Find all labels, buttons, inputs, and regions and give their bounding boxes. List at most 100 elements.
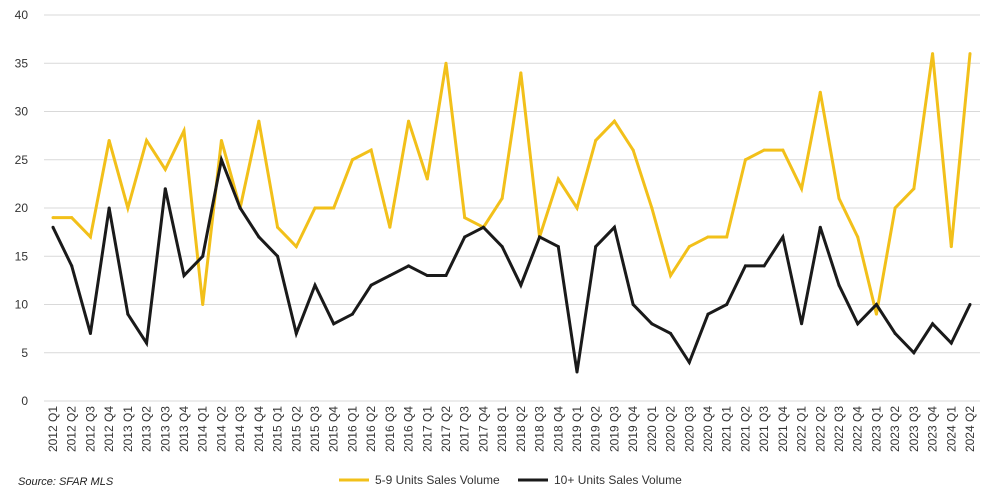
x-tick-label: 2017 Q1: [420, 406, 434, 452]
series-lines: [51, 52, 972, 374]
data-point: [519, 71, 523, 75]
data-point: [781, 148, 785, 152]
y-tick-label: 10: [15, 298, 29, 312]
data-point: [538, 235, 542, 239]
data-point: [369, 148, 373, 152]
data-point: [968, 303, 972, 306]
data-point: [781, 235, 785, 239]
data-point: [931, 322, 935, 326]
data-point: [407, 264, 411, 268]
x-tick-label: 2023 Q4: [926, 406, 940, 452]
data-point: [444, 61, 448, 65]
y-axis-tick-labels: 0 5 10 15 20 25 30 35 40: [15, 8, 29, 408]
data-point: [631, 303, 635, 306]
data-point: [612, 119, 616, 123]
x-tick-label: 2020 Q3: [682, 406, 696, 452]
data-point: [818, 90, 822, 94]
data-point: [88, 235, 92, 239]
data-point: [182, 274, 186, 278]
x-tick-label: 2021 Q1: [720, 406, 734, 452]
data-point: [594, 245, 598, 249]
data-point: [650, 206, 654, 210]
x-tick-label: 2022 Q4: [851, 406, 865, 452]
x-tick-label: 2021 Q4: [776, 406, 790, 452]
data-point: [219, 158, 223, 162]
legend-label: 5-9 Units Sales Volume: [375, 473, 500, 487]
x-tick-label: 2018 Q3: [533, 406, 547, 452]
y-tick-label: 0: [21, 394, 28, 408]
data-point: [725, 303, 729, 306]
data-point: [163, 167, 167, 171]
x-tick-label: 2015 Q4: [327, 406, 341, 452]
data-point: [219, 138, 223, 142]
data-point: [575, 206, 579, 210]
data-point: [687, 245, 691, 249]
data-point: [407, 119, 411, 123]
data-point: [294, 245, 298, 249]
gridlines: [44, 14, 980, 402]
x-tick-label: 2013 Q1: [121, 406, 135, 452]
y-tick-label: 15: [15, 249, 29, 263]
data-point: [201, 254, 205, 258]
data-point: [145, 138, 149, 142]
x-tick-label: 2022 Q1: [795, 406, 809, 452]
x-tick-label: 2017 Q4: [476, 406, 490, 452]
data-point: [425, 177, 429, 181]
x-tick-label: 2019 Q3: [607, 406, 621, 452]
y-tick-label: 20: [15, 201, 29, 215]
data-point: [126, 312, 130, 316]
x-tick-label: 2019 Q1: [570, 406, 584, 452]
data-point: [107, 138, 111, 142]
data-point: [88, 331, 92, 335]
x-tick-label: 2023 Q3: [907, 406, 921, 452]
data-point: [800, 187, 804, 191]
data-point: [706, 312, 710, 316]
data-point: [968, 52, 972, 56]
source-note: Source: SFAR MLS: [18, 476, 114, 488]
data-point: [931, 52, 935, 56]
data-point: [687, 360, 691, 364]
data-point: [743, 264, 747, 268]
data-point: [612, 225, 616, 229]
x-tick-label: 2016 Q1: [345, 406, 359, 452]
x-tick-label: 2013 Q2: [140, 406, 154, 452]
legend: 5-9 Units Sales Volume 10+ Units Sales Vo…: [339, 473, 682, 487]
x-tick-label: 2015 Q1: [271, 406, 285, 452]
x-tick-label: 2012 Q2: [65, 406, 79, 452]
x-tick-label: 2018 Q4: [551, 406, 565, 452]
y-tick-label: 30: [15, 105, 29, 119]
data-point: [893, 206, 897, 210]
data-point: [332, 206, 336, 210]
data-point: [650, 322, 654, 326]
x-tick-label: 2023 Q1: [869, 406, 883, 452]
x-tick-label: 2020 Q4: [701, 406, 715, 452]
data-point: [837, 196, 841, 200]
x-tick-label: 2021 Q3: [757, 406, 771, 452]
x-tick-label: 2018 Q2: [514, 406, 528, 452]
y-tick-label: 5: [21, 346, 28, 360]
data-point: [481, 225, 485, 229]
data-point: [463, 216, 467, 220]
data-point: [856, 322, 860, 326]
data-point: [500, 245, 504, 249]
x-tick-label: 2012 Q3: [83, 406, 97, 452]
data-point: [949, 341, 953, 345]
data-point: [874, 312, 878, 316]
data-point: [369, 283, 373, 287]
data-point: [388, 274, 392, 278]
data-point: [313, 283, 317, 287]
x-tick-label: 2019 Q4: [626, 406, 640, 452]
x-tick-label: 2020 Q2: [664, 406, 678, 452]
x-tick-label: 2017 Q3: [458, 406, 472, 452]
data-point: [70, 216, 74, 220]
data-point: [706, 235, 710, 239]
data-point: [70, 264, 74, 268]
data-point: [463, 235, 467, 239]
data-point: [800, 322, 804, 326]
data-point: [294, 331, 298, 335]
x-tick-label: 2012 Q1: [46, 406, 60, 452]
data-point: [145, 341, 149, 345]
x-tick-label: 2018 Q1: [495, 406, 509, 452]
data-point: [762, 148, 766, 152]
